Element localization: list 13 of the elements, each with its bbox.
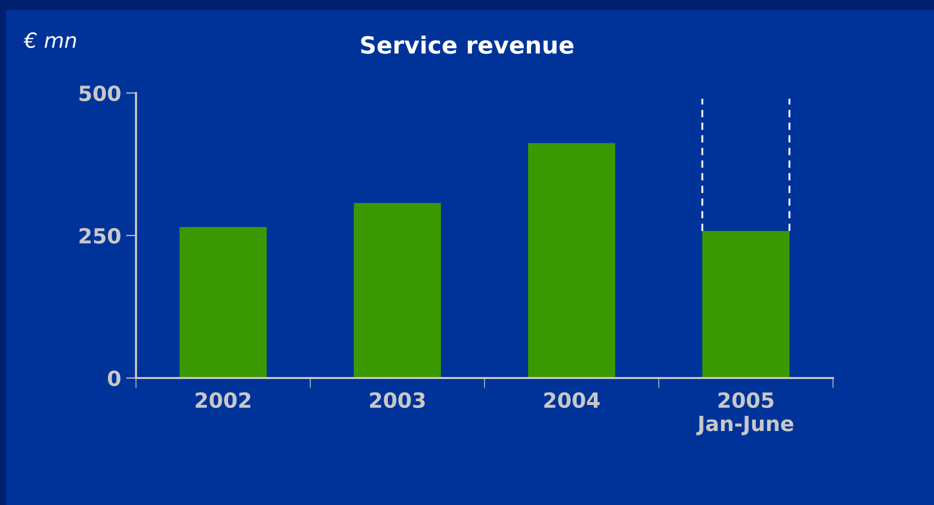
x-tick-label: 2002: [196, 392, 250, 408]
x-tick-label: 2003: [370, 392, 425, 408]
chart-title: Service revenue: [361, 36, 574, 54]
y-tick-label: 0: [108, 370, 120, 386]
bar: [528, 143, 616, 378]
x-tick-label: 2004: [544, 392, 600, 408]
bar: [180, 226, 267, 378]
x-tick-label: 2005 Jan-June: [696, 392, 794, 436]
y-tick-label: 250: [80, 228, 120, 244]
bar: [702, 230, 790, 378]
y-axis-title: € mn: [24, 32, 76, 48]
bar: [354, 203, 441, 378]
y-tick-label: 500: [80, 85, 120, 102]
